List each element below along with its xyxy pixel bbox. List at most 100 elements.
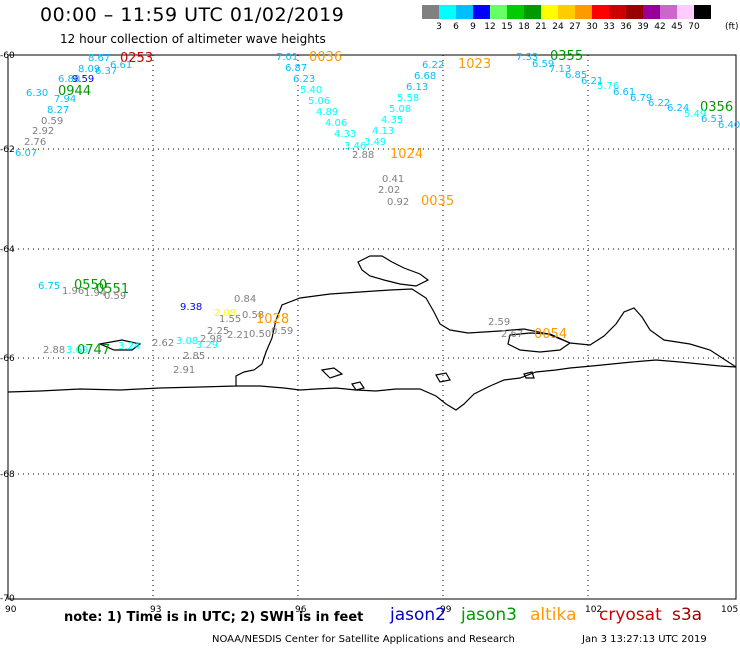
colorbar-swatch — [422, 5, 439, 19]
wave-height-label: 1.96 — [62, 286, 84, 297]
wave-height-label: 6.22 — [422, 60, 444, 71]
wave-height-label: 2.98 — [200, 334, 222, 345]
colorbar-label: 70 — [688, 22, 700, 32]
colorbar-swatch — [677, 5, 694, 19]
wave-height-label: 2.67 — [501, 329, 523, 340]
map-subtitle: 12 hour collection of altimeter wave hei… — [60, 32, 326, 46]
wave-height-label: 6.61 — [613, 87, 635, 98]
wave-height-label: 6.85 — [565, 70, 587, 81]
colorbar-label: 42 — [654, 22, 666, 32]
wave-height-label: 2.88 — [352, 150, 374, 161]
y-tick-label: -64 — [0, 245, 15, 255]
colorbar-label: 30 — [586, 22, 598, 32]
wave-height-label: 6.87 — [285, 63, 307, 74]
wave-height-label: 7.94 — [54, 94, 76, 105]
x-tick-label: 90 — [5, 605, 17, 615]
pass-time-label: 0035 — [421, 194, 454, 209]
colorbar-label: 12 — [484, 22, 496, 32]
wave-height-label: 4.06 — [325, 118, 347, 129]
wave-height-label: 7.33 — [516, 52, 538, 63]
wave-height-label: 6.37 — [95, 66, 117, 77]
wave-height-label: 2.59 — [488, 317, 510, 328]
wave-height-label: 1.94 — [84, 288, 106, 299]
x-tick-label: 99 — [440, 605, 452, 615]
pass-time-label: 0054 — [534, 327, 567, 342]
credit-line: NOAA/NESDIS Center for Satellite Applica… — [212, 634, 515, 645]
wave-height-label: 4.35 — [381, 115, 403, 126]
satellite-cryosat: cryosat — [599, 605, 662, 625]
pass-time-label: 0550 — [74, 278, 107, 293]
satellite-jason2: jason2 — [390, 605, 446, 625]
pass-time-label: 0355 — [550, 49, 583, 64]
colorbar-label: 15 — [501, 22, 513, 32]
wave-height-label: 1.55 — [219, 314, 241, 325]
wave-height-label: 5.58 — [397, 93, 419, 104]
wave-height-label: 2.08 — [214, 308, 236, 319]
colorbar-swatch — [575, 5, 592, 19]
x-tick-label: 96 — [295, 605, 307, 615]
colorbar-swatch — [643, 5, 660, 19]
wave-height-label: 6.21 — [581, 76, 603, 87]
wave-height-label: 3.46 — [344, 141, 366, 152]
y-tick-label: -70 — [0, 594, 15, 604]
y-tick-label: -66 — [0, 354, 15, 364]
satellite-jason3: jason3 — [461, 605, 517, 625]
wave-height-label: 5.49 — [684, 109, 706, 120]
pass-time-label: 0944 — [58, 84, 91, 99]
y-tick-label: -68 — [0, 470, 15, 480]
pass-time-label: 0253 — [120, 51, 153, 66]
colorbar-label: 33 — [603, 22, 615, 32]
colorbar-label: 9 — [470, 22, 476, 32]
map-frame — [7, 54, 737, 600]
wave-height-label: 6.30 — [26, 88, 48, 99]
colorbar-swatch — [592, 5, 609, 19]
wave-height-label: 2.02 — [378, 185, 400, 196]
generated-timestamp: Jan 3 13:27:13 UTC 2019 — [582, 634, 707, 645]
wave-height-label: 0.41 — [382, 174, 404, 185]
colorbar-swatch — [456, 5, 473, 19]
note-text: note: 1) Time is in UTC; 2) SWH is in fe… — [64, 610, 364, 625]
pass-time-label: 0747 — [77, 343, 110, 358]
colorbar-label: 24 — [552, 22, 564, 32]
pass-time-label: 1024 — [390, 147, 423, 162]
colorbar-label: 21 — [535, 22, 547, 32]
wave-height-label: 6.07 — [15, 148, 37, 159]
colorbar-label: 36 — [620, 22, 632, 32]
pass-time-label: 0356 — [700, 100, 733, 115]
wave-height-label: 0.59 — [41, 116, 63, 127]
wave-height-label: 3.49 — [364, 137, 386, 148]
colorbar-swatch — [490, 5, 507, 19]
colorbar-swatch — [439, 5, 456, 19]
wave-height-label: 2.25 — [207, 326, 229, 337]
wave-height-label: 3.08 — [176, 336, 198, 347]
wave-height-label: 5.76 — [597, 81, 619, 92]
wave-height-label: 2.85 — [183, 351, 205, 362]
wave-height-label: 2.88 — [43, 345, 65, 356]
wave-height-label: 2.91 — [173, 365, 195, 376]
wave-height-label: 6.59 — [532, 59, 554, 70]
wave-height-label: 2.92 — [32, 126, 54, 137]
colorbar-label: 45 — [671, 22, 683, 32]
wave-height-label: 9.59 — [72, 74, 94, 85]
wave-height-label: 6.75 — [38, 281, 60, 292]
wave-height-label: 0.58 — [242, 310, 264, 321]
colorbar-swatch — [694, 5, 711, 19]
wave-height-label: 6.22 — [648, 98, 670, 109]
wave-height-label: 0.59 — [104, 291, 126, 302]
y-tick-label: -62 — [0, 145, 15, 155]
colorbar-label: 39 — [637, 22, 649, 32]
x-tick-label: 93 — [150, 605, 161, 615]
colorbar-swatch — [473, 5, 490, 19]
colorbar-label: 6 — [453, 22, 459, 32]
wave-height-label: 7.01 — [276, 52, 298, 63]
wave-height-label: 6.79 — [630, 93, 652, 104]
wave-height-label: 4.13 — [372, 126, 394, 137]
wave-height-label: 0.92 — [387, 197, 409, 208]
wave-height-label: 2.21 — [227, 330, 249, 341]
wave-height-label: 5.08 — [389, 104, 411, 115]
y-tick-label: -60 — [0, 51, 15, 61]
colorbar-swatch — [660, 5, 677, 19]
wave-height-label: 9.38 — [180, 302, 202, 313]
wave-height-label: 6.68 — [414, 71, 436, 82]
